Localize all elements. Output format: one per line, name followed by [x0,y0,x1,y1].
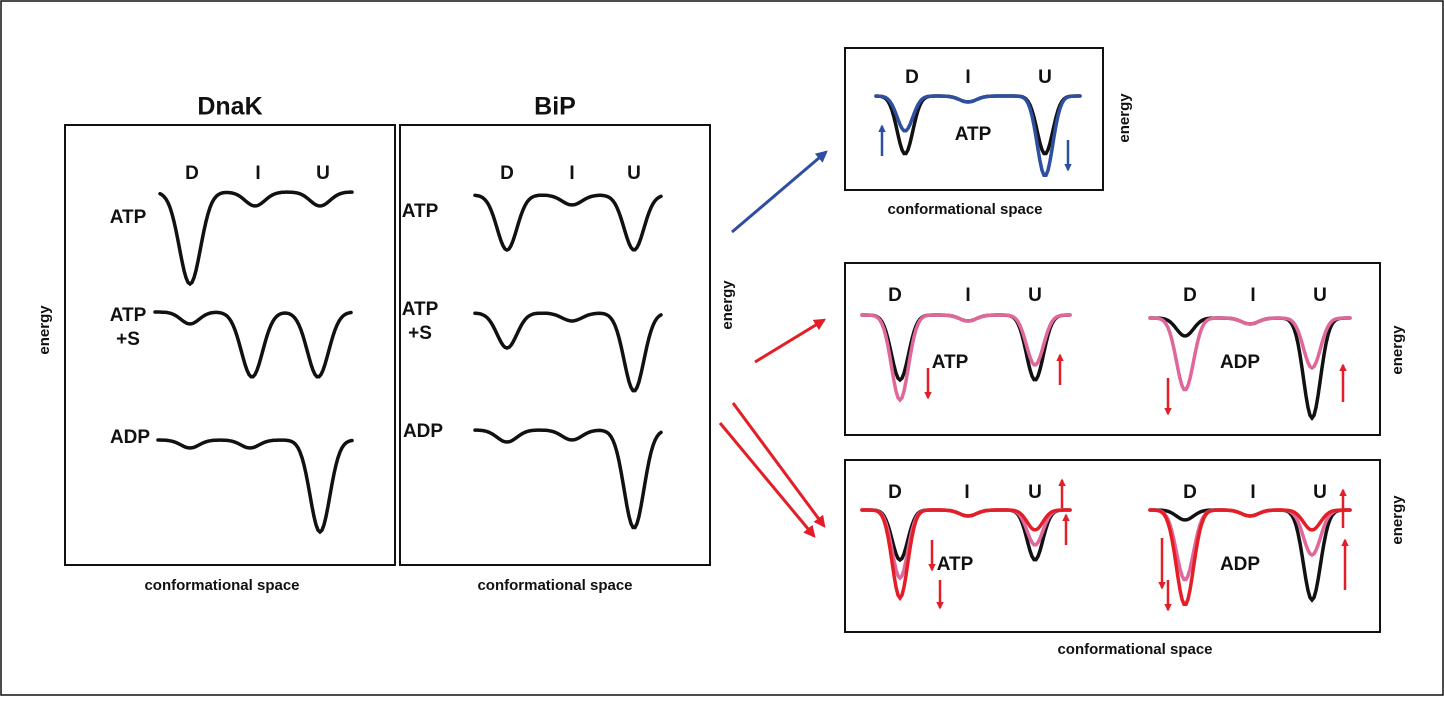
energy-curve [473,193,663,252]
arrow [731,402,826,528]
energy-curve [1148,508,1352,607]
state: D [905,67,919,88]
energy-curve [156,438,354,535]
axis-label: conformational space [477,577,632,594]
state: U [1038,67,1052,88]
axis-label: energy [36,305,53,355]
state: I [1250,482,1255,503]
title: BiP [534,93,576,121]
axis-label: energy [1389,495,1406,545]
state: D [1183,285,1197,306]
row-label: ADP [1220,352,1260,373]
axis-label: conformational space [1057,641,1212,658]
energy-curve [860,508,1072,602]
top-box [844,47,1104,191]
bottom-box [844,459,1381,633]
state: U [1028,482,1042,503]
state: D [1183,482,1197,503]
row-label: +S [116,329,140,350]
state: U [1313,285,1327,306]
state: D [888,482,902,503]
middle-box [844,262,1381,436]
bip-box [399,124,711,566]
state: D [888,285,902,306]
energy-curve [874,94,1082,178]
energy-curve [153,310,353,379]
arrow [731,150,828,234]
state: I [965,67,970,88]
row-label: ATP [955,124,992,145]
state: I [255,163,260,184]
energy-curve [158,190,354,287]
state: U [1313,482,1327,503]
row-label: ATP [932,352,969,373]
title: DnaK [197,93,262,121]
arrow [754,318,827,364]
state: D [500,163,514,184]
state: I [569,163,574,184]
arrow [718,422,816,538]
state: I [964,482,969,503]
axis-label: conformational space [144,577,299,594]
row-label: ATP [937,554,974,575]
state: I [965,285,970,306]
axis-label: energy [1389,325,1406,375]
row-label: ATP [402,299,439,320]
row-label: ATP [402,201,439,222]
energy-curve [473,428,663,530]
energy-curve [473,311,663,393]
state: I [1250,285,1255,306]
row-label: +S [408,323,432,344]
row-label: ATP [110,207,147,228]
state: U [316,163,330,184]
axis-label: energy [1116,93,1133,143]
row-label: ATP [110,305,147,326]
axis-label: conformational space [887,201,1042,218]
row-label: ADP [1220,554,1260,575]
row-label: ADP [403,421,443,442]
energy-curve [860,313,1072,403]
axis-label: energy [719,280,736,330]
state: U [1028,285,1042,306]
state: D [185,163,199,184]
state: U [627,163,641,184]
dnak-box [64,124,396,566]
energy-curve [1148,316,1352,392]
row-label: ADP [110,427,150,448]
